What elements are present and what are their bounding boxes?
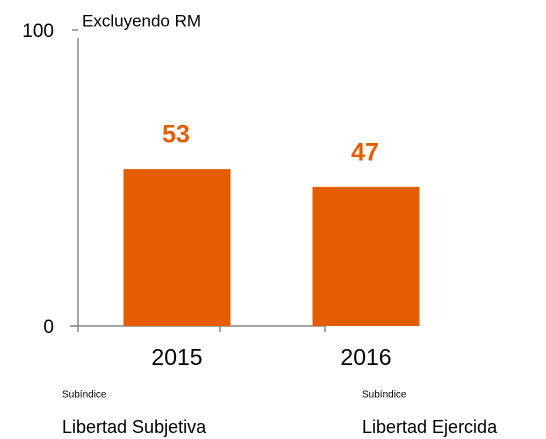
value-label: 47 [351,138,379,166]
value-label: 53 [162,121,190,149]
chart-subtitle: Excluyendo RM [82,11,201,30]
y-tick-label: 100 [22,21,54,42]
x-tick-label: 2016 [340,344,391,370]
y-tick-label: 0 [43,317,54,338]
bar [123,169,231,326]
footer-small-label: Subíndice [362,390,407,401]
footer-small-label: Subíndice [62,390,107,401]
footer-label: Libertad Subjetiva [62,417,207,437]
footer-label: Libertad Ejercida [362,417,498,437]
x-tick-label: 2015 [151,344,202,370]
bar [312,186,420,326]
